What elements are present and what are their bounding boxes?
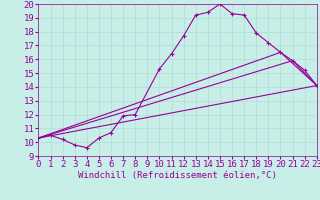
X-axis label: Windchill (Refroidissement éolien,°C): Windchill (Refroidissement éolien,°C)	[78, 171, 277, 180]
